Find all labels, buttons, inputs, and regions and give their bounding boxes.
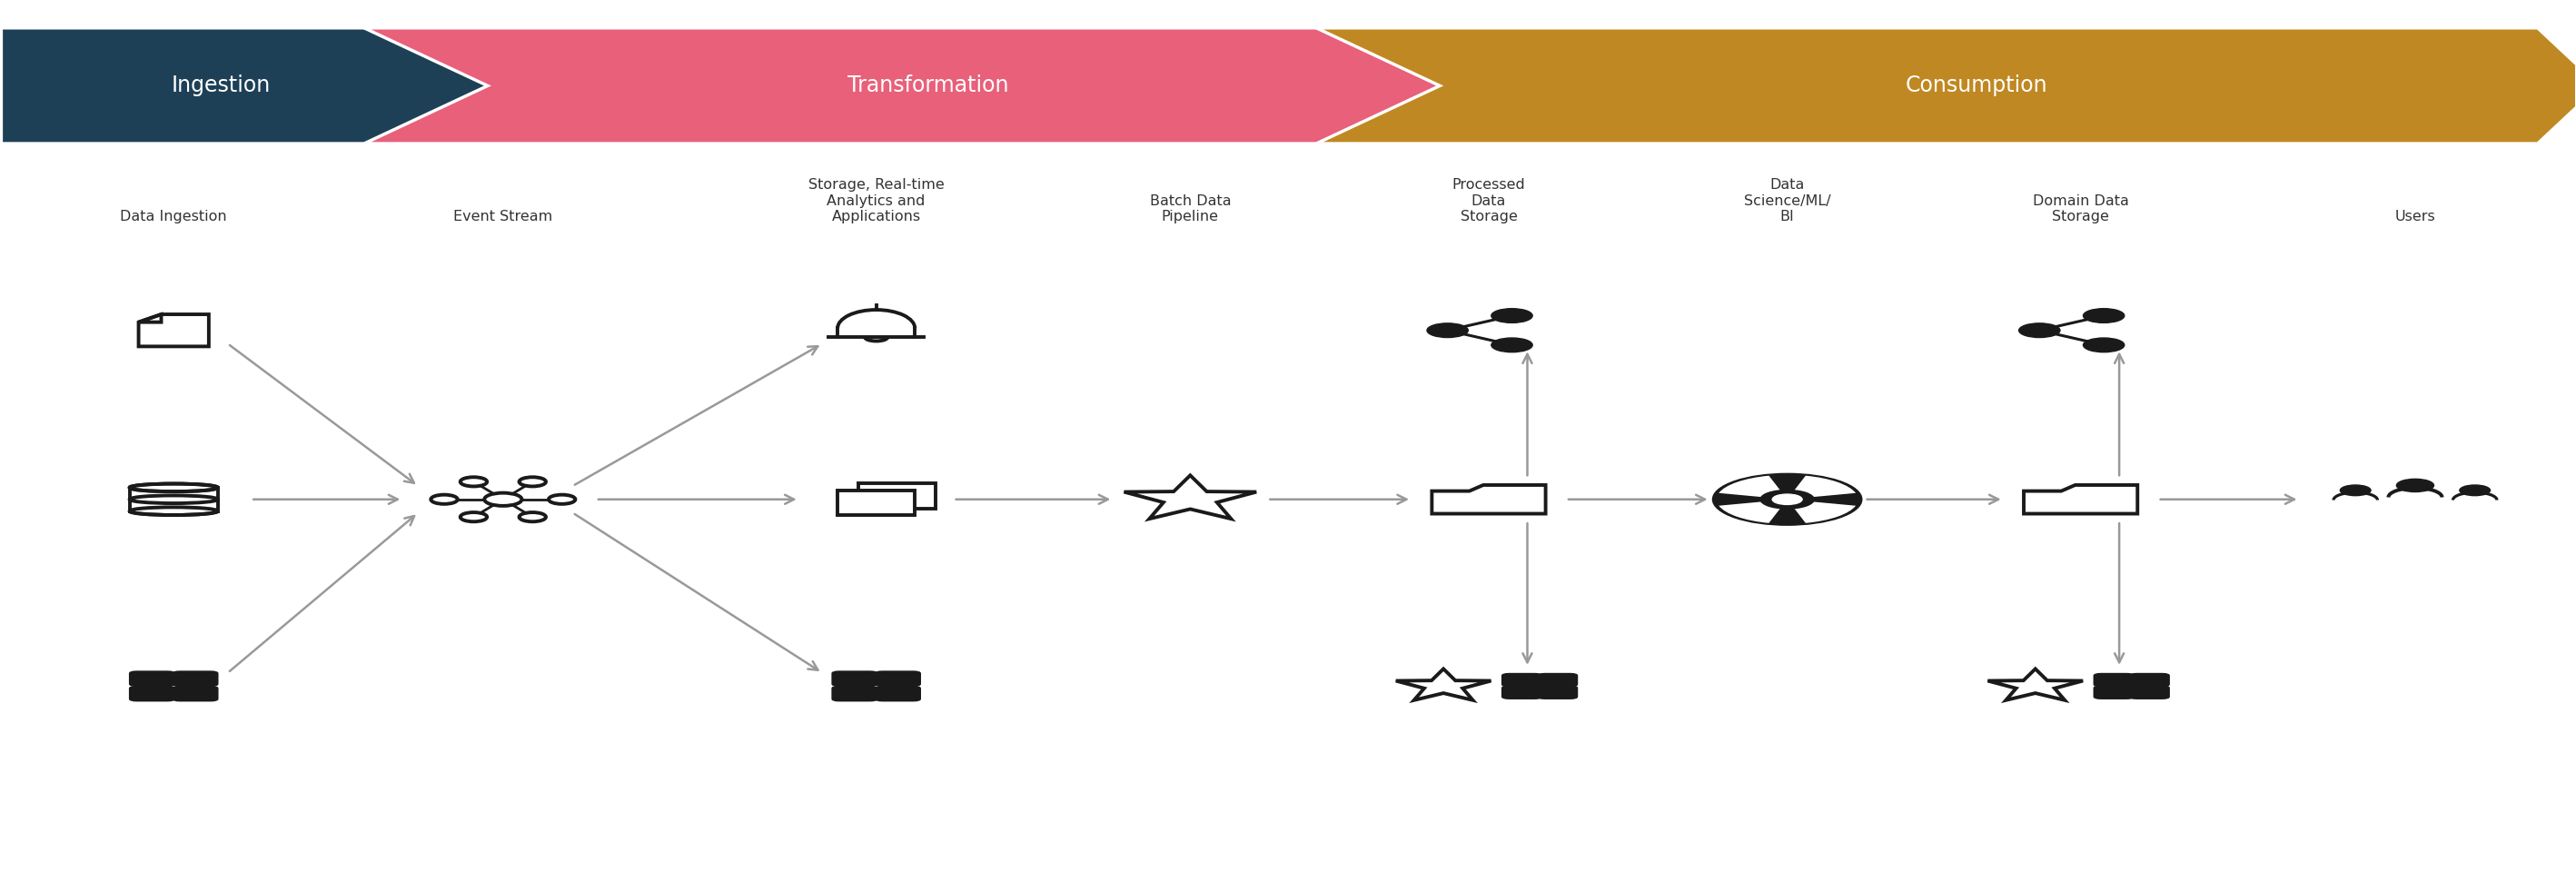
FancyBboxPatch shape xyxy=(1538,685,1579,699)
Polygon shape xyxy=(363,28,1492,144)
Text: Batch Data
Pipeline: Batch Data Pipeline xyxy=(1149,194,1231,224)
FancyBboxPatch shape xyxy=(1538,673,1579,687)
FancyBboxPatch shape xyxy=(832,671,878,687)
FancyBboxPatch shape xyxy=(129,671,175,687)
Text: Transformation: Transformation xyxy=(848,75,1007,96)
FancyBboxPatch shape xyxy=(2094,685,2133,699)
FancyBboxPatch shape xyxy=(173,671,219,687)
Wedge shape xyxy=(1795,502,1855,523)
Circle shape xyxy=(1492,309,1533,323)
FancyBboxPatch shape xyxy=(2094,673,2133,687)
Text: Data
Science/ML/
BI: Data Science/ML/ BI xyxy=(1744,178,1832,224)
FancyBboxPatch shape xyxy=(173,686,219,702)
Text: Processed
Data
Storage: Processed Data Storage xyxy=(1453,178,1525,224)
FancyBboxPatch shape xyxy=(876,686,922,702)
Text: Data Ingestion: Data Ingestion xyxy=(121,210,227,224)
Circle shape xyxy=(2396,479,2434,491)
Circle shape xyxy=(2084,338,2125,352)
Circle shape xyxy=(2084,309,2125,323)
Circle shape xyxy=(1713,474,1862,525)
Wedge shape xyxy=(1718,475,1780,497)
Circle shape xyxy=(2339,485,2370,496)
Text: Ingestion: Ingestion xyxy=(170,75,270,96)
Text: Users: Users xyxy=(2396,210,2434,224)
FancyBboxPatch shape xyxy=(129,686,175,702)
Circle shape xyxy=(1772,494,1803,505)
Polygon shape xyxy=(1316,28,2576,144)
Circle shape xyxy=(1427,323,1468,337)
FancyBboxPatch shape xyxy=(876,671,922,687)
FancyBboxPatch shape xyxy=(2128,685,2169,699)
Wedge shape xyxy=(1718,502,1780,523)
Text: Consumption: Consumption xyxy=(1906,75,2048,96)
Text: Event Stream: Event Stream xyxy=(453,210,554,224)
Wedge shape xyxy=(1795,475,1855,497)
Text: Domain Data
Storage: Domain Data Storage xyxy=(2032,194,2128,224)
FancyBboxPatch shape xyxy=(2128,673,2169,687)
Text: Storage, Real-time
Analytics and
Applications: Storage, Real-time Analytics and Applica… xyxy=(809,178,945,224)
FancyBboxPatch shape xyxy=(832,686,878,702)
FancyBboxPatch shape xyxy=(1502,685,1543,699)
Circle shape xyxy=(1492,338,1533,352)
Circle shape xyxy=(2460,485,2491,496)
Circle shape xyxy=(1759,490,1814,508)
Polygon shape xyxy=(0,28,538,144)
Circle shape xyxy=(2020,323,2061,337)
FancyBboxPatch shape xyxy=(1502,673,1543,687)
Polygon shape xyxy=(837,491,914,516)
